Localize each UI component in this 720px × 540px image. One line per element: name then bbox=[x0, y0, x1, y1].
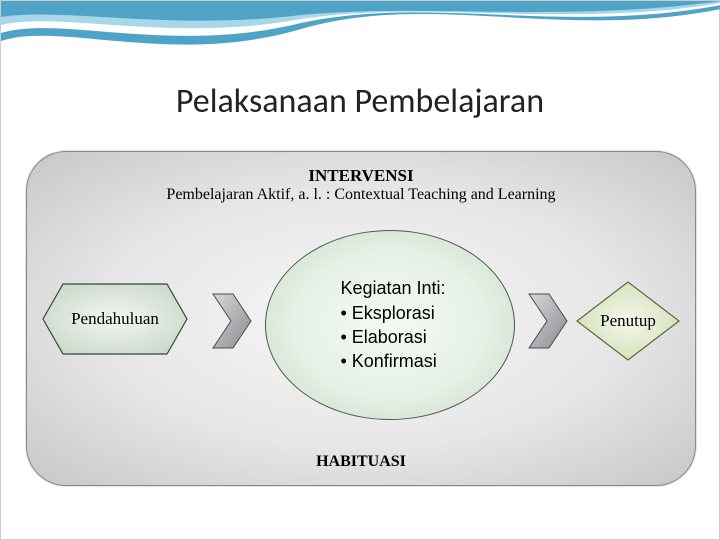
inti-heading: Kegiatan Inti: bbox=[340, 276, 445, 300]
inti-bullet: • Eksplorasi bbox=[340, 301, 445, 325]
habituasi-footer: HABITUASI bbox=[27, 453, 695, 471]
intervensi-header: INTERVENSI Pembelajaran Aktif, a. l. : C… bbox=[27, 166, 695, 204]
main-panel: INTERVENSI Pembelajaran Aktif, a. l. : C… bbox=[26, 151, 696, 486]
stage-pendahuluan-label: Pendahuluan bbox=[41, 282, 189, 356]
intervensi-line1: INTERVENSI bbox=[27, 166, 695, 186]
stage-penutup-label: Penutup bbox=[575, 280, 681, 362]
intervensi-line2: Pembelajaran Aktif, a. l. : Contextual T… bbox=[27, 186, 695, 204]
stage-inti-text: Kegiatan Inti: • Eksplorasi • Elaborasi … bbox=[334, 276, 445, 373]
inti-bullet: • Konfirmasi bbox=[340, 349, 445, 373]
inti-bullet: • Elaborasi bbox=[340, 325, 445, 349]
chevron-icon bbox=[211, 292, 253, 350]
page-title: Pelaksanaan Pembelajaran bbox=[1, 81, 719, 122]
stage-inti-shape: Kegiatan Inti: • Eksplorasi • Elaborasi … bbox=[265, 230, 515, 420]
chevron-icon bbox=[527, 292, 569, 350]
wave-decoration bbox=[1, 1, 720, 71]
